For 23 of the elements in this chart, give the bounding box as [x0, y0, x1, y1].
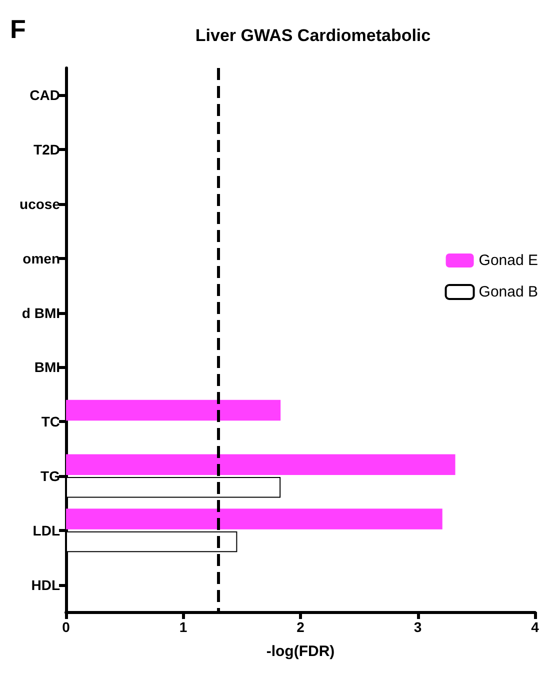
y-tick-label: d BMI	[22, 304, 60, 321]
y-tick-label: BMI	[34, 359, 60, 376]
bar	[66, 400, 281, 421]
bar	[66, 454, 456, 475]
x-tick-label: 2	[296, 619, 305, 635]
y-tick-label: HDL	[31, 576, 60, 593]
y-tick-label: T2D	[34, 142, 60, 158]
y-tick-label: omen	[22, 250, 60, 266]
y-tick-label: TG	[40, 468, 60, 484]
y-tick-label: CAD	[30, 87, 60, 104]
legend-label: Gonad B	[478, 284, 538, 300]
x-tick-label: 1	[179, 619, 188, 635]
text: F	[10, 14, 26, 44]
y-tick-label: LDL	[32, 522, 60, 538]
y-tick-label: TC	[41, 414, 60, 430]
bar	[66, 508, 442, 530]
x-tick-label: 4	[531, 619, 540, 635]
chart-title: Liver GWAS Cardiometabolic	[195, 26, 431, 45]
x-axis-title: -log(FDR)	[266, 643, 335, 660]
y-tick-label: ucose	[20, 196, 60, 212]
x-tick-label: 3	[414, 619, 422, 635]
legend-label: Gonad E	[478, 252, 538, 269]
x-tick-label: 0	[62, 619, 70, 635]
